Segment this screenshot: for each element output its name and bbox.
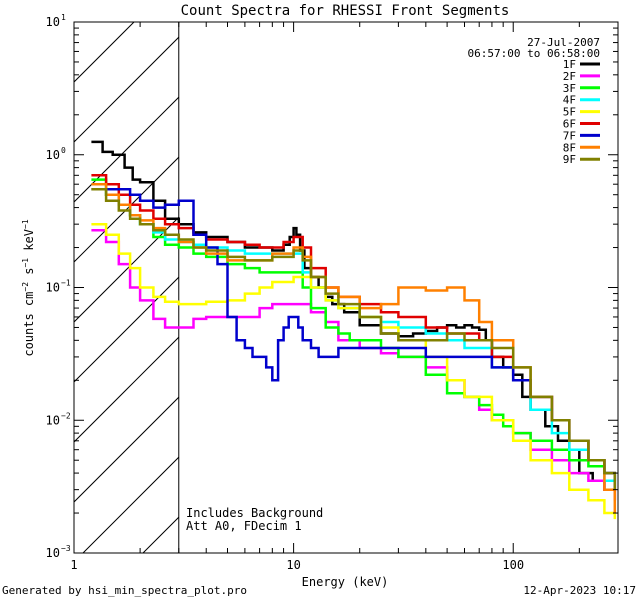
x-tick-label: 10 (286, 558, 300, 572)
legend-label-9F: 9F (563, 153, 576, 166)
y-axis-label: counts cm−2 s−1 keV−1 (21, 219, 36, 356)
series-group (91, 140, 617, 520)
y-tick-label: 10 (46, 15, 60, 29)
y-tick-exponent: −2 (61, 411, 71, 420)
date-label: 27-Jul-2007 (527, 36, 600, 49)
time-range-label: 06:57:00 to 06:58:00 (468, 47, 600, 60)
series-line-9F (91, 187, 617, 490)
x-axis-label: Energy (keV) (302, 575, 389, 589)
y-label-part: −2 (21, 282, 30, 292)
annotation-attenuator: Att A0, FDecim 1 (186, 519, 302, 533)
series-line-4F (91, 182, 617, 490)
series-line-1F (91, 140, 617, 501)
y-tick-exponent: 1 (61, 13, 66, 22)
chart-title: Count Spectra for RHESSI Front Segments (181, 3, 510, 19)
y-label-part: −1 (21, 258, 30, 268)
legend-label-2F: 2F (563, 70, 576, 83)
y-tick-exponent: −1 (61, 279, 71, 288)
y-tick-label: 10 (46, 281, 60, 295)
series-line-6F (91, 174, 617, 490)
legend-label-8F: 8F (563, 141, 576, 154)
footer-timestamp: 12-Apr-2023 10:17 (523, 584, 636, 597)
y-label-part: keV (22, 229, 36, 258)
footer-generated-by: Generated by hsi_min_spectra_plot.pro (2, 584, 248, 597)
hatch-lines (74, 22, 179, 553)
y-label-part: −1 (21, 219, 30, 229)
legend-label-4F: 4F (563, 94, 576, 107)
legend-label-5F: 5F (563, 106, 576, 119)
y-tick-exponent: 0 (61, 146, 66, 155)
y-label-part: counts cm (22, 292, 36, 357)
legend-label-3F: 3F (563, 82, 576, 95)
y-tick-label: 10 (46, 546, 60, 560)
y-label-part: s (22, 268, 36, 282)
x-tick-label: 100 (502, 558, 524, 572)
y-tick-exponent: −3 (61, 544, 71, 553)
plot-frame (73, 21, 619, 554)
legend-label-7F: 7F (563, 129, 576, 142)
series-line-7F (91, 187, 617, 490)
hatched-region (74, 22, 180, 553)
annotation-background: Includes Background (186, 506, 323, 520)
x-tick-label: 1 (70, 558, 77, 572)
series-line-5F (91, 222, 617, 520)
y-tick-label: 10 (46, 148, 60, 162)
legend-label-6F: 6F (563, 118, 576, 131)
y-tick-label: 10 (46, 413, 60, 427)
legend-label-1F: 1F (563, 58, 576, 71)
